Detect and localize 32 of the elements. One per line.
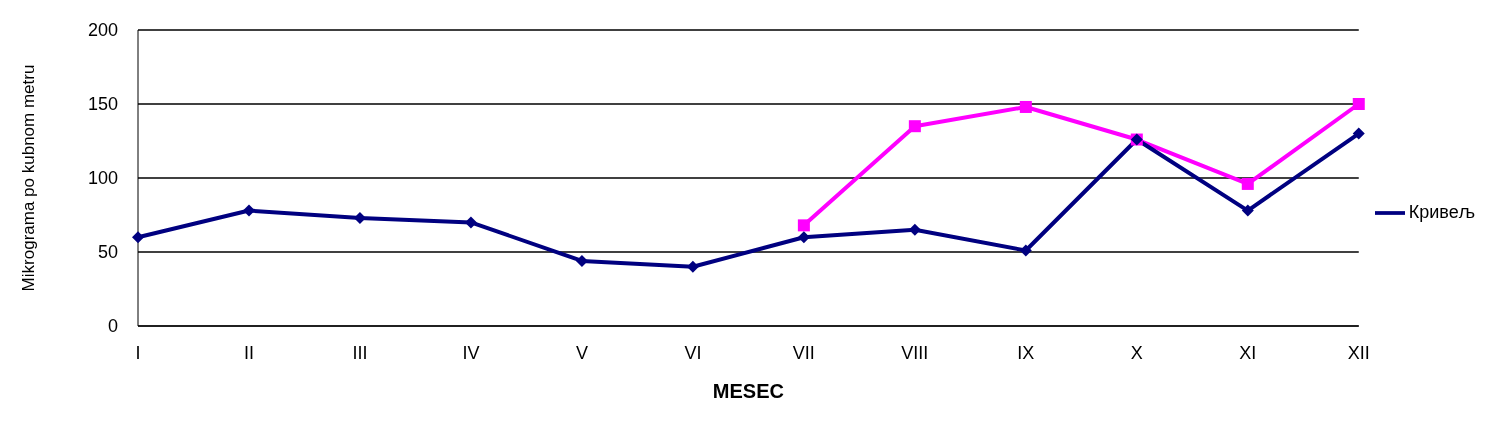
x-axis-title: MESEC (712, 380, 784, 402)
x-tick-label: X (1130, 342, 1143, 363)
y-tick-label: 150 (87, 94, 118, 115)
y-tick-label: 200 (87, 20, 118, 41)
point (1241, 204, 1254, 217)
x-tick-label: IX (1017, 342, 1035, 363)
y-tick-label: 50 (97, 242, 118, 263)
point (1352, 98, 1365, 110)
point (1352, 127, 1365, 140)
x-tick-label: XII (1347, 342, 1370, 363)
point (1019, 100, 1032, 113)
point (797, 231, 810, 244)
x-tick-label: III (352, 342, 368, 363)
x-tick-label: XI (1239, 342, 1257, 363)
y-tick-label: 0 (107, 316, 118, 337)
x-tick-label: VII (792, 342, 815, 363)
point (132, 231, 144, 244)
x-tick-label: I (135, 342, 141, 363)
x-tick-label: II (243, 342, 254, 363)
x-tick-label: VIII (901, 342, 929, 363)
point (242, 204, 255, 217)
point (797, 219, 810, 232)
point (1019, 244, 1032, 257)
y-axis-title: Mikrograma po kubnom metru (19, 64, 39, 292)
x-tick-label: IV (462, 342, 480, 363)
point (908, 120, 921, 133)
x-tick-label: V (575, 342, 588, 363)
point (575, 254, 588, 267)
legend-label: Кривељ (1408, 202, 1475, 222)
point (1241, 177, 1254, 190)
x-tick-label: VI (684, 342, 702, 363)
y-tick-label: 100 (87, 168, 118, 189)
